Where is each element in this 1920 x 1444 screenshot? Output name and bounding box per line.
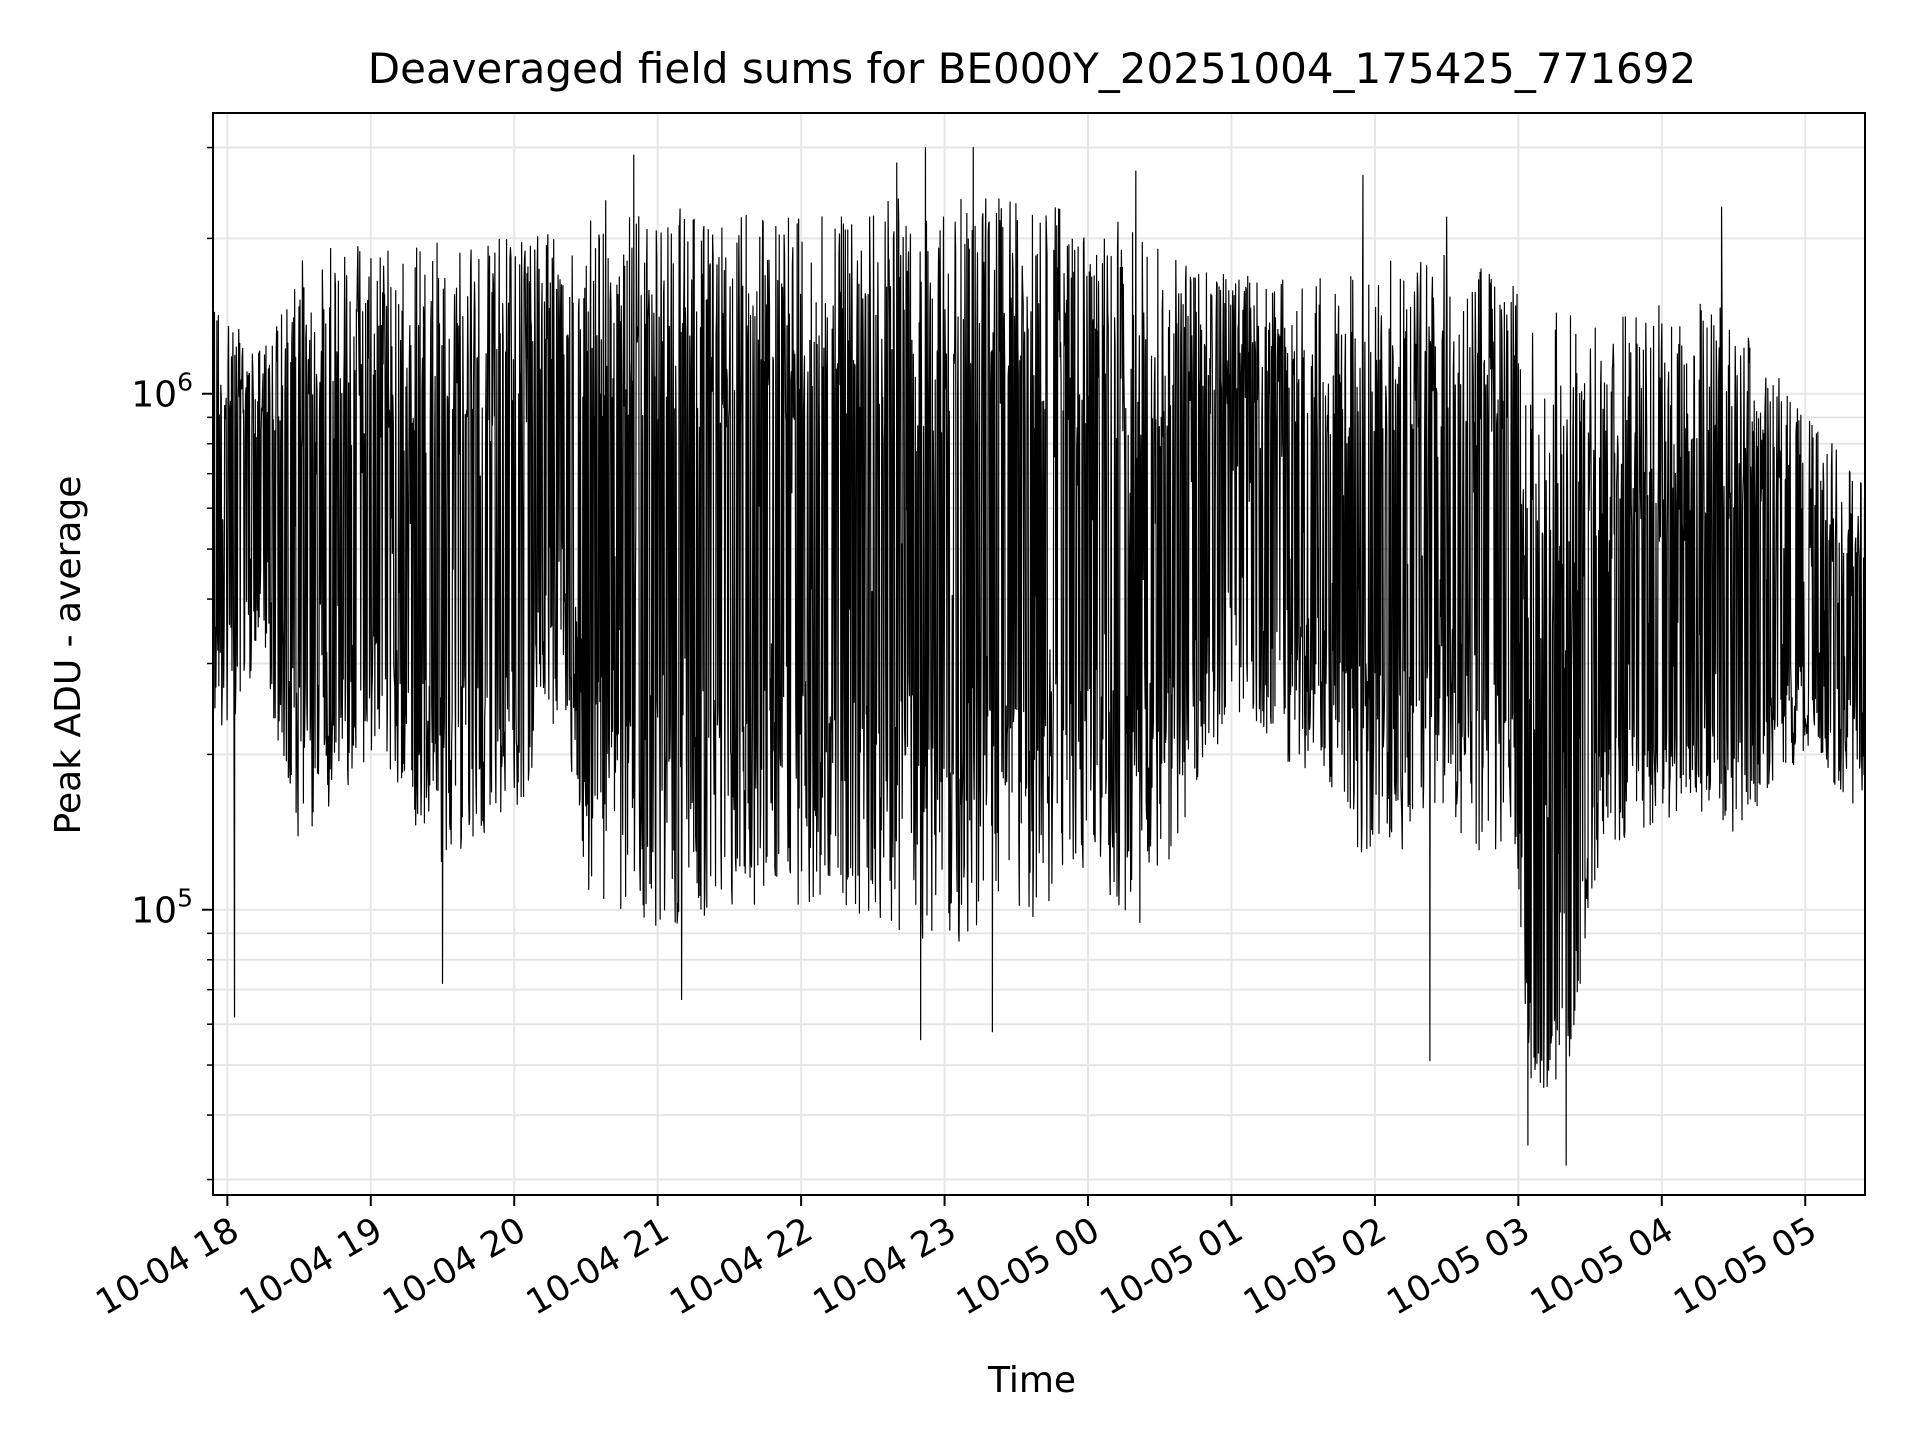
chart-title: Deaveraged field sums for BE000Y_2025100… (368, 44, 1696, 93)
plot-frame (212, 112, 1866, 1196)
series-layer (213, 146, 1865, 1166)
x-axis-label: Time (987, 1360, 1076, 1401)
y-axis-label: Peak ADU - average (48, 476, 89, 835)
series-line (213, 146, 1865, 1166)
y-tick-label: 105 (131, 884, 193, 932)
y-tick-label: 106 (131, 368, 193, 416)
